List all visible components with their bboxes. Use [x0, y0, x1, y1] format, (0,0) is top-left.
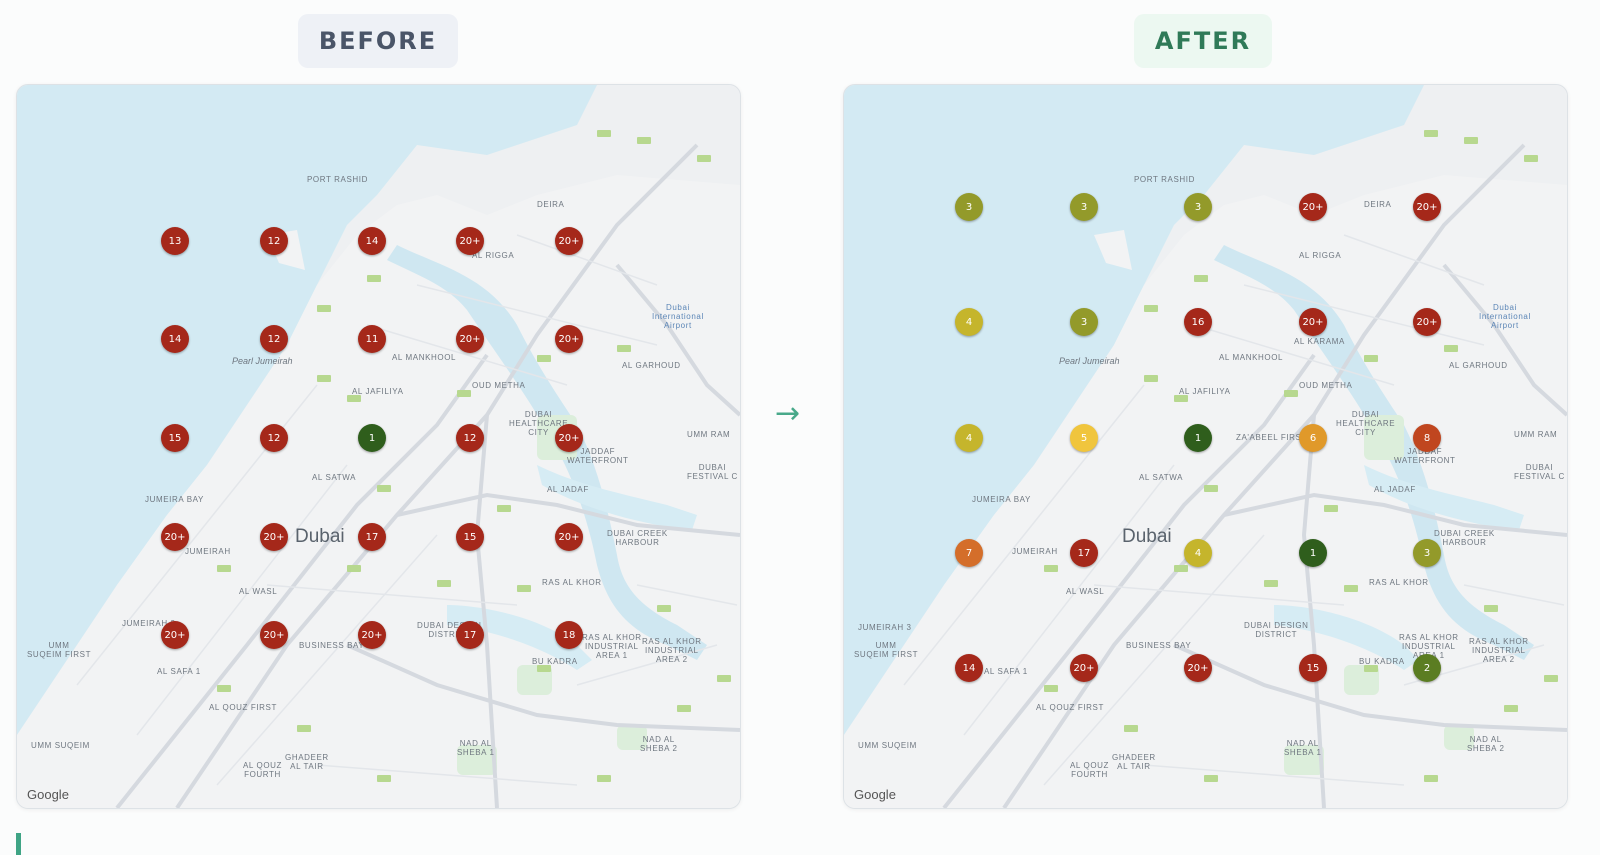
cluster-marker[interactable]: 20+ — [456, 227, 484, 255]
cluster-marker[interactable]: 12 — [260, 227, 288, 255]
cluster-marker[interactable]: 17 — [1070, 539, 1098, 567]
cluster-marker[interactable]: 20+ — [1299, 308, 1327, 336]
accent-bar — [16, 833, 21, 855]
cluster-marker[interactable]: 20+ — [1184, 654, 1212, 682]
cluster-marker[interactable]: 17 — [358, 523, 386, 551]
cluster-marker[interactable]: 3 — [1070, 193, 1098, 221]
cluster-marker[interactable]: 4 — [1184, 539, 1212, 567]
cluster-marker[interactable]: 13 — [161, 227, 189, 255]
cluster-marker[interactable]: 20+ — [555, 325, 583, 353]
cluster-marker[interactable]: 20+ — [358, 621, 386, 649]
cluster-marker[interactable]: 15 — [161, 424, 189, 452]
cluster-marker[interactable]: 2 — [1413, 654, 1441, 682]
cluster-marker[interactable]: 20+ — [555, 227, 583, 255]
cluster-marker[interactable]: 20+ — [260, 621, 288, 649]
cluster-marker[interactable]: 20+ — [260, 523, 288, 551]
cluster-marker[interactable]: 3 — [1070, 308, 1098, 336]
cluster-marker[interactable]: 5 — [1070, 424, 1098, 452]
cluster-marker[interactable]: 15 — [456, 523, 484, 551]
cluster-marker[interactable]: 1 — [358, 424, 386, 452]
cluster-marker[interactable]: 12 — [260, 325, 288, 353]
cluster-marker[interactable]: 20+ — [1070, 654, 1098, 682]
after-map[interactable]: PORT RASHID DEIRA AL RIGGA Dubai Interna… — [843, 84, 1568, 809]
cluster-marker[interactable]: 4 — [955, 424, 983, 452]
cluster-marker[interactable]: 15 — [1299, 654, 1327, 682]
cluster-marker[interactable]: 3 — [1413, 539, 1441, 567]
cluster-marker[interactable]: 20+ — [555, 523, 583, 551]
arrow-icon: → — [775, 396, 801, 431]
after-label: AFTER — [1134, 14, 1272, 68]
cluster-marker[interactable]: 14 — [955, 654, 983, 682]
cluster-marker[interactable]: 20+ — [456, 325, 484, 353]
cluster-marker[interactable]: 16 — [1184, 308, 1212, 336]
cluster-marker[interactable]: 20+ — [161, 523, 189, 551]
cluster-marker[interactable]: 12 — [260, 424, 288, 452]
google-attribution: Google — [854, 787, 896, 802]
before-label: BEFORE — [298, 14, 458, 68]
cluster-marker[interactable]: 11 — [358, 325, 386, 353]
cluster-marker[interactable]: 14 — [161, 325, 189, 353]
cluster-marker[interactable]: 1 — [1184, 424, 1212, 452]
cluster-marker[interactable]: 8 — [1413, 424, 1441, 452]
cluster-marker[interactable]: 20+ — [1413, 308, 1441, 336]
cluster-marker[interactable]: 17 — [456, 621, 484, 649]
cluster-marker[interactable]: 14 — [358, 227, 386, 255]
cluster-marker[interactable]: 20+ — [1299, 193, 1327, 221]
google-attribution: Google — [27, 787, 69, 802]
cluster-marker[interactable]: 18 — [555, 621, 583, 649]
cluster-marker[interactable]: 20+ — [161, 621, 189, 649]
cluster-marker[interactable]: 1 — [1299, 539, 1327, 567]
cluster-marker[interactable]: 20+ — [1413, 193, 1441, 221]
cluster-marker[interactable]: 20+ — [555, 424, 583, 452]
cluster-marker[interactable]: 3 — [955, 193, 983, 221]
cluster-marker[interactable]: 4 — [955, 308, 983, 336]
cluster-marker[interactable]: 12 — [456, 424, 484, 452]
before-map[interactable]: PORT RASHID DEIRA AL RIGGA Dubai Interna… — [16, 84, 741, 809]
cluster-marker[interactable]: 7 — [955, 539, 983, 567]
cluster-marker[interactable]: 3 — [1184, 193, 1212, 221]
cluster-marker[interactable]: 6 — [1299, 424, 1327, 452]
